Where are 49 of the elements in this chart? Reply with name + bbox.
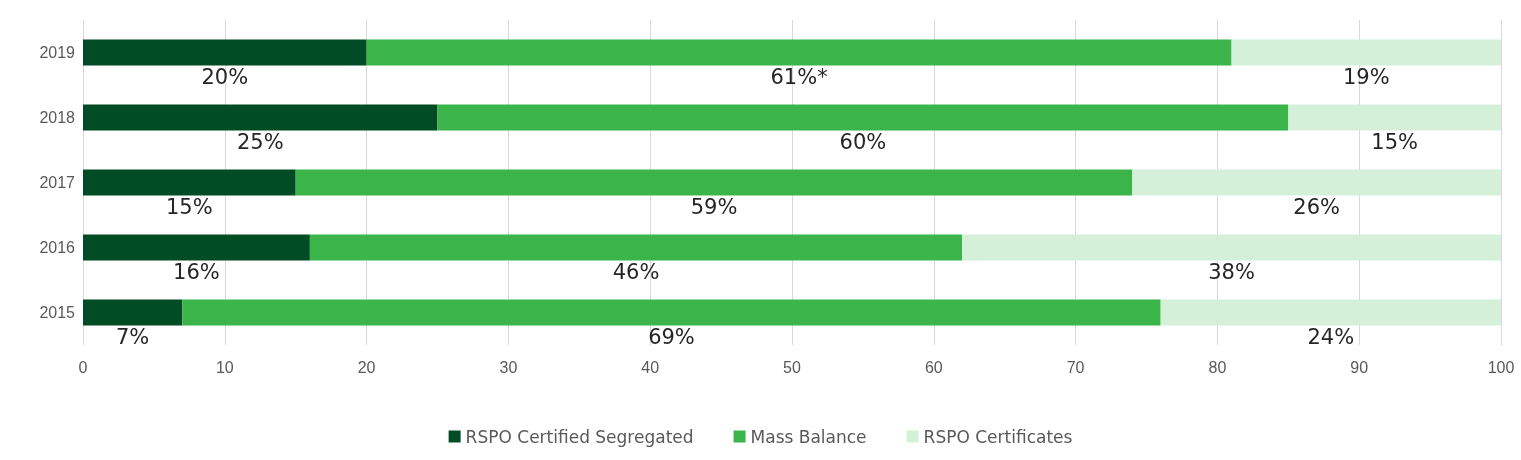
bar <box>83 39 367 66</box>
data-label: 15% <box>1371 130 1418 154</box>
x-tick-label: 70 <box>1066 358 1085 376</box>
x-tick-label: 40 <box>641 358 660 376</box>
x-tick-label: 80 <box>1208 358 1227 376</box>
x-tick-label: 90 <box>1350 358 1369 376</box>
x-tick-label: 50 <box>783 358 801 376</box>
data-label: 25% <box>236 130 284 154</box>
bar <box>366 39 1232 66</box>
legend-label: Mass Balance <box>750 426 867 447</box>
data-label: 26% <box>1293 195 1340 219</box>
x-tick-label: 0 <box>78 358 88 376</box>
data-label: 60% <box>839 130 887 154</box>
data-label: 59% <box>690 195 738 219</box>
bar <box>182 299 1161 326</box>
data-label: 15% <box>166 195 213 219</box>
bar <box>295 169 1133 196</box>
data-label: 7% <box>115 325 150 349</box>
x-tick-label: 30 <box>499 358 518 376</box>
x-tick-label: 60 <box>924 358 943 376</box>
data-label: 20% <box>201 65 249 89</box>
y-tick-label: 2015 <box>39 304 76 321</box>
bar <box>83 104 438 131</box>
legend-label: RSPO Certified Segregated <box>465 426 694 447</box>
data-label: 46% <box>612 260 660 284</box>
data-label: 24% <box>1307 325 1355 349</box>
data-label: 19% <box>1342 65 1390 89</box>
y-tick-label: 2019 <box>39 44 76 61</box>
y-tick-label: 2018 <box>39 109 76 126</box>
bar <box>437 104 1289 131</box>
bar <box>1132 169 1501 196</box>
y-tick-label: 2017 <box>39 174 76 191</box>
y-tick-label: 2016 <box>39 239 76 256</box>
bar <box>83 234 310 261</box>
x-tick-label: 100 <box>1487 358 1515 376</box>
data-label: 61%* <box>770 65 828 89</box>
x-tick-label: 10 <box>215 358 234 376</box>
bar <box>962 234 1501 261</box>
bar <box>1288 104 1501 131</box>
data-label: 16% <box>173 260 220 284</box>
bar <box>83 299 183 326</box>
x-tick-label: 20 <box>357 358 376 376</box>
bar <box>1231 39 1501 66</box>
data-label: 38% <box>1208 260 1255 284</box>
bar <box>83 169 296 196</box>
bar <box>309 234 963 261</box>
bar <box>1160 299 1501 326</box>
data-label: 69% <box>648 325 695 349</box>
legend-label: RSPO Certificates <box>923 426 1073 447</box>
